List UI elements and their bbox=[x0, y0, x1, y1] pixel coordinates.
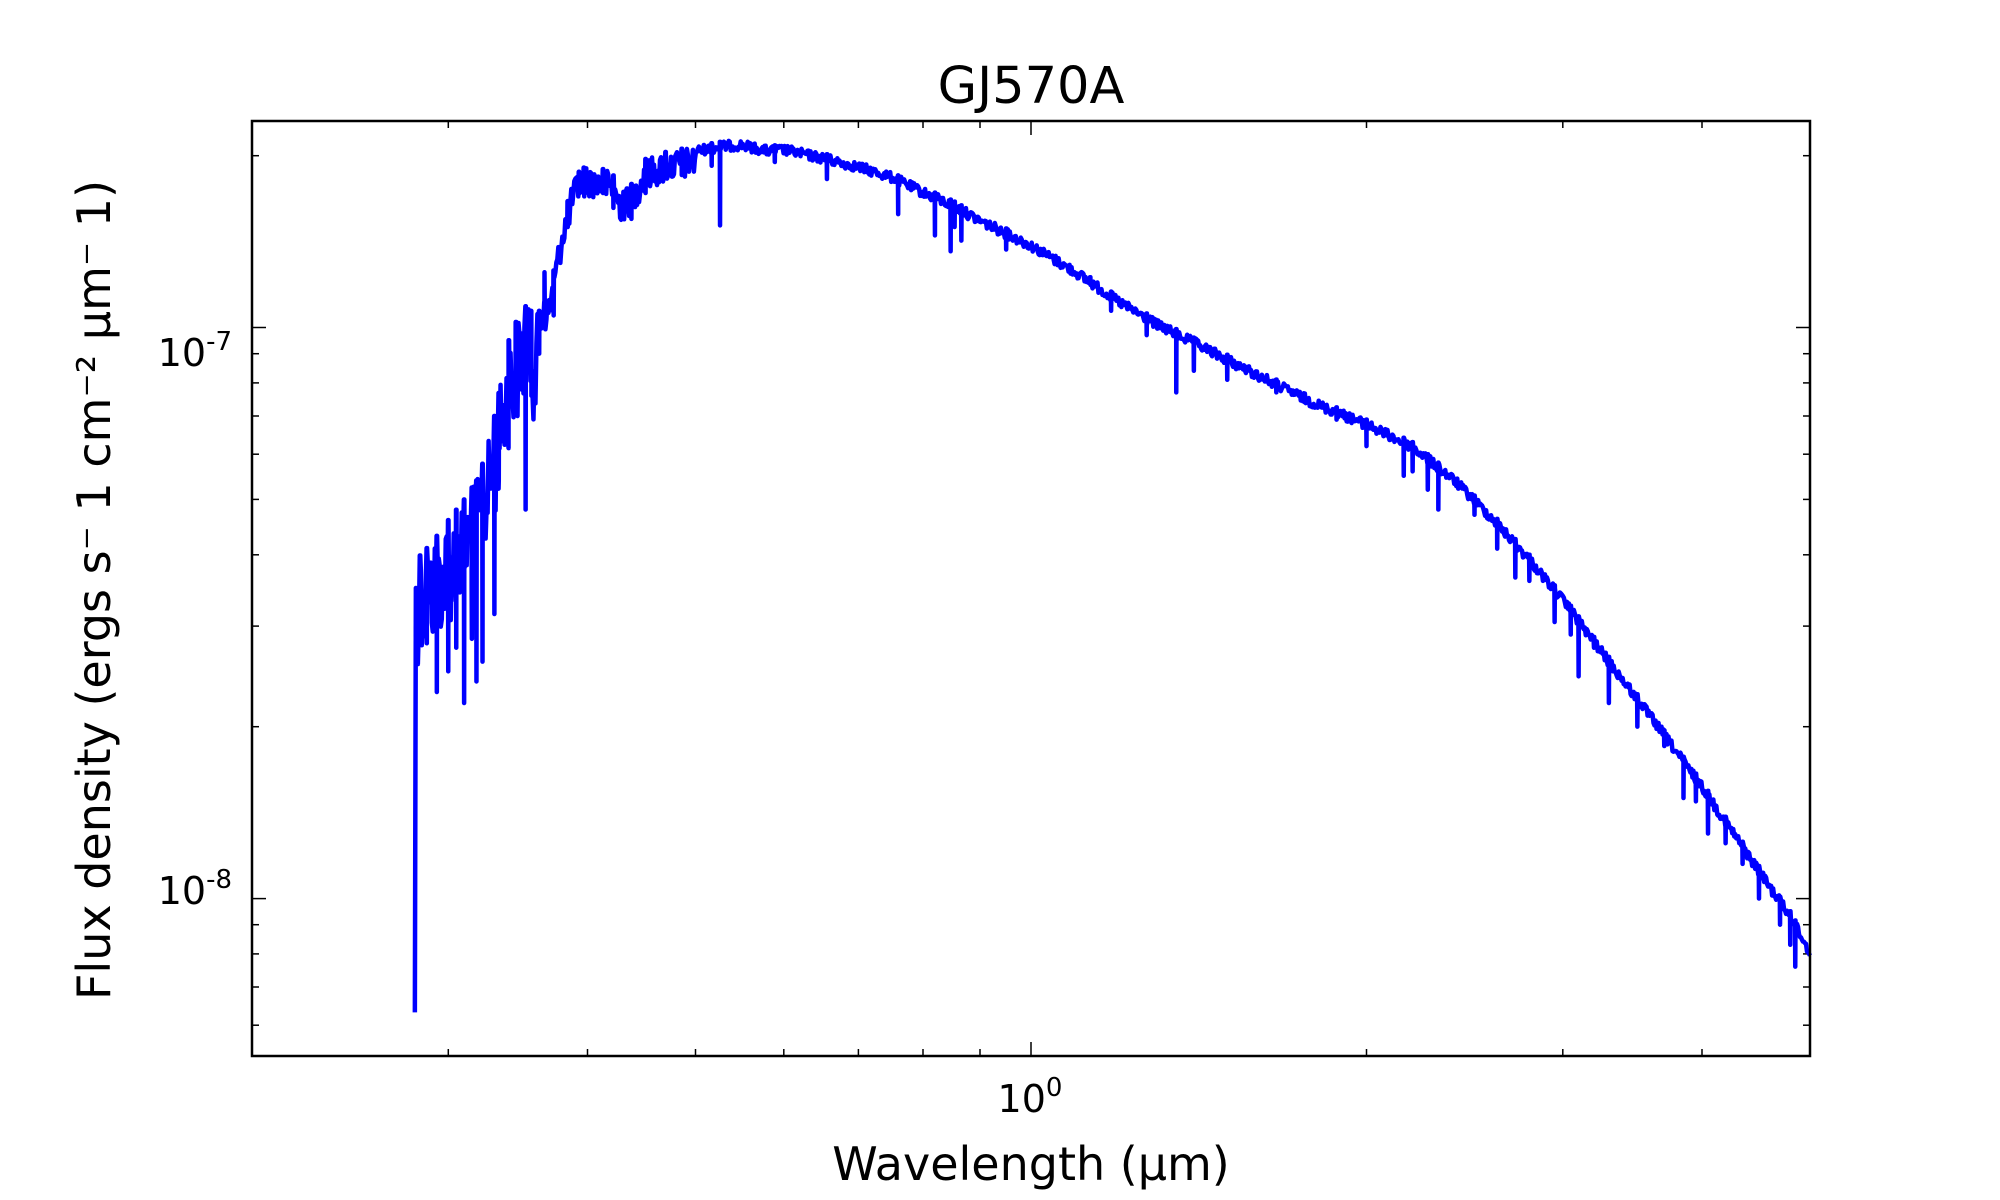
x-tick-label-1e0: 100 bbox=[998, 1073, 1063, 1121]
y-axis-label: Flux density (ergs s⁻ 1 cm⁻² μm⁻ 1) bbox=[67, 180, 121, 1000]
y-tick-label-1e-7: 10-7 bbox=[158, 327, 232, 375]
chart-title: GJ570A bbox=[938, 57, 1125, 116]
axes-frame bbox=[250, 119, 1812, 1058]
y-tick-label-1e-8: 10-8 bbox=[158, 865, 232, 913]
spectrum-line bbox=[412, 138, 1812, 1013]
x-axis-label: Wavelength (μm) bbox=[832, 1137, 1229, 1191]
plot-area bbox=[412, 138, 1812, 1013]
